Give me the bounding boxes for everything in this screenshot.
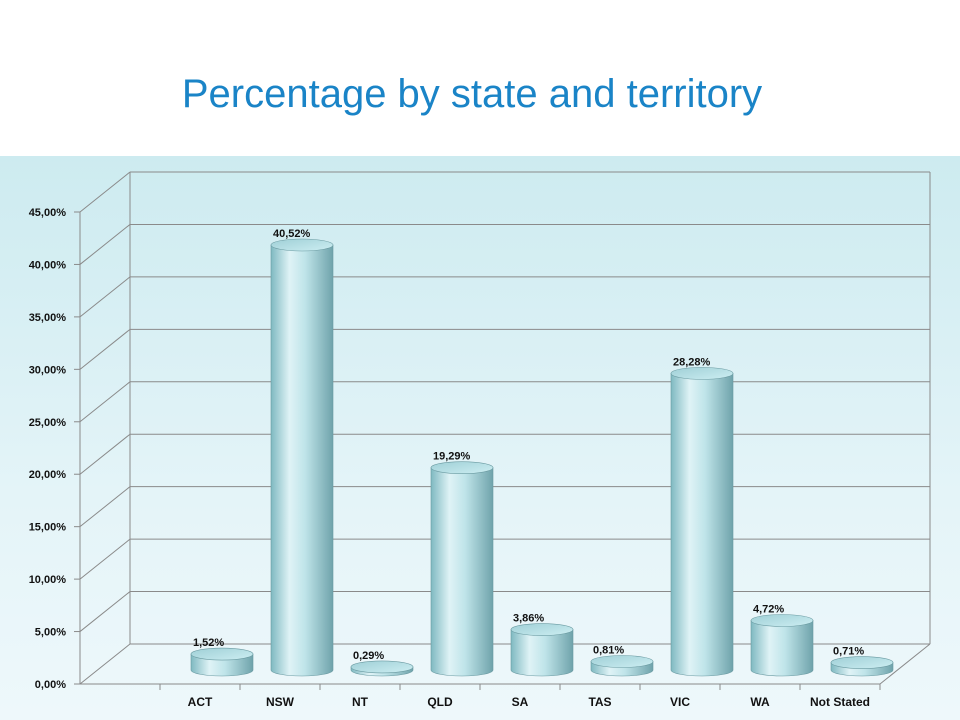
x-category-label: Not Stated: [810, 695, 870, 709]
bar-cap: [430, 461, 494, 474]
gridline-side: [79, 381, 131, 423]
slide-title: Percentage by state and territory: [181, 72, 763, 116]
x-category-label: NSW: [266, 695, 295, 709]
gridline-side: [79, 486, 131, 528]
grid-layer: [79, 171, 930, 685]
bars-layer: [190, 238, 894, 677]
y-tick-label: 45,00%: [29, 207, 67, 219]
gridline-side: [79, 538, 131, 580]
y-tick-label: 35,00%: [29, 312, 67, 324]
gridline-side: [79, 433, 131, 475]
bar-cap: [830, 656, 894, 669]
x-category-label: WA: [750, 695, 770, 709]
y-tick-label: 40,00%: [29, 259, 67, 271]
bar-vic: [670, 367, 734, 677]
x-category-label: SA: [512, 695, 529, 709]
data-label: 40,52%: [273, 228, 311, 240]
x-category-label: QLD: [427, 695, 453, 709]
floor-right-edge: [879, 643, 931, 685]
gridline-side: [79, 328, 131, 370]
data-label: 1,52%: [193, 637, 224, 649]
gridline-side: [79, 171, 131, 213]
bar-cap: [190, 647, 254, 661]
y-tick-label: 15,00%: [29, 522, 67, 534]
gridline-side: [79, 224, 131, 265]
bar-cap: [510, 623, 574, 636]
bar-body: [270, 244, 334, 677]
bar-act: [190, 647, 254, 677]
bar-body: [670, 373, 734, 677]
bar-body: [510, 629, 574, 677]
x-category-label: NT: [352, 695, 369, 709]
data-label: 0,29%: [353, 650, 384, 662]
y-tick-label: 0,00%: [35, 679, 66, 691]
bar-nt: [350, 660, 414, 677]
x-category-label: VIC: [670, 695, 690, 709]
data-label: 0,71%: [833, 646, 864, 658]
bar-cap: [670, 367, 734, 380]
gridline-side: [79, 276, 131, 318]
bar-sa: [510, 623, 574, 677]
title-band: Percentage by state and territory: [0, 0, 960, 156]
axis-layer: [74, 172, 931, 690]
data-label: 19,29%: [433, 451, 471, 463]
data-label: 0,81%: [593, 645, 624, 657]
bar-chart: 0,00% 5,00% 10,00% 15,00% 20,00% 25,00% 30,00%…: [29, 171, 931, 709]
bar-body: [430, 467, 494, 677]
gridline-side: [79, 643, 131, 685]
bar-not-stated: [830, 656, 894, 677]
bar-wa: [750, 614, 814, 677]
bar-cap: [750, 614, 814, 627]
gridline-side: [79, 591, 131, 632]
x-category-label: ACT: [188, 695, 213, 709]
bar-tas: [590, 655, 654, 677]
data-label: 28,28%: [673, 356, 711, 368]
y-tick-label: 5,00%: [35, 627, 66, 639]
bar-cap: [590, 655, 654, 668]
bar-body: [750, 620, 814, 677]
bar-cap: [350, 660, 414, 674]
y-tick-label: 20,00%: [29, 469, 67, 481]
labels-layer: 0,00% 5,00% 10,00% 15,00% 20,00% 25,00% 30,00%…: [29, 207, 870, 709]
y-tick-label: 30,00%: [29, 364, 67, 376]
bar-nsw: [270, 238, 334, 677]
data-label: 4,72%: [753, 603, 784, 615]
y-tick-label: 10,00%: [29, 574, 67, 586]
x-category-label: TAS: [588, 695, 611, 709]
y-tick-label: 25,00%: [29, 417, 67, 429]
chart-area: 0,00% 5,00% 10,00% 15,00% 20,00% 25,00% 30,00%…: [0, 156, 960, 720]
data-label: 3,86%: [513, 613, 544, 625]
bar-cap: [270, 238, 334, 252]
bar-qld: [430, 461, 494, 677]
